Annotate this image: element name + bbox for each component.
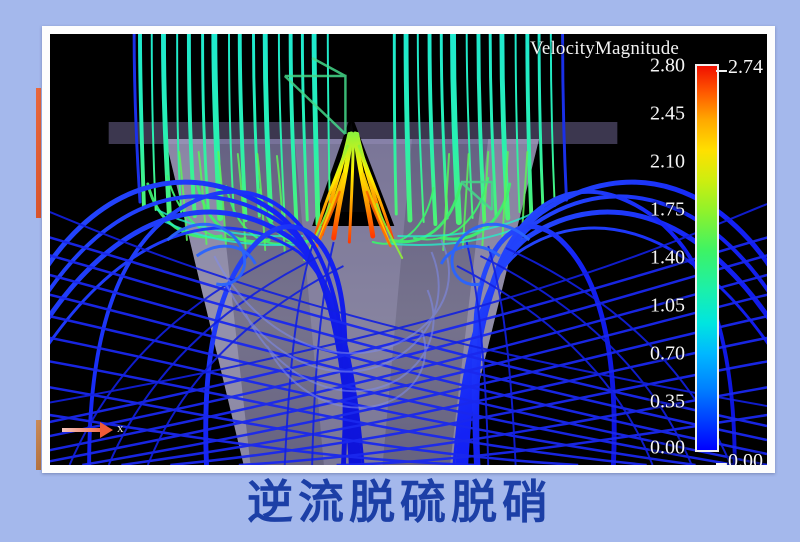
spray-core-hot <box>303 131 404 261</box>
x-axis-label: x <box>117 420 124 435</box>
left-edge-strip-lower <box>36 420 41 470</box>
left-edge-strip-upper <box>36 88 41 218</box>
orientation-axis-widget[interactable]: x <box>62 417 136 443</box>
shoulder-vortices <box>166 222 531 287</box>
x-axis-arrow-icon <box>62 428 102 432</box>
streamline-plot <box>50 34 767 465</box>
visualization-frame: VelocityMagnitude 2.80 2.45 2.10 1.75 1.… <box>42 26 775 473</box>
cfd-render-canvas[interactable]: VelocityMagnitude 2.80 2.45 2.10 1.75 1.… <box>50 34 767 465</box>
x-axis-arrowhead-icon <box>100 422 113 438</box>
vessel-inner-loops <box>213 239 450 409</box>
figure-caption: 逆流脱硫脱硝 <box>247 475 553 529</box>
wireframe-artifact <box>283 56 494 211</box>
